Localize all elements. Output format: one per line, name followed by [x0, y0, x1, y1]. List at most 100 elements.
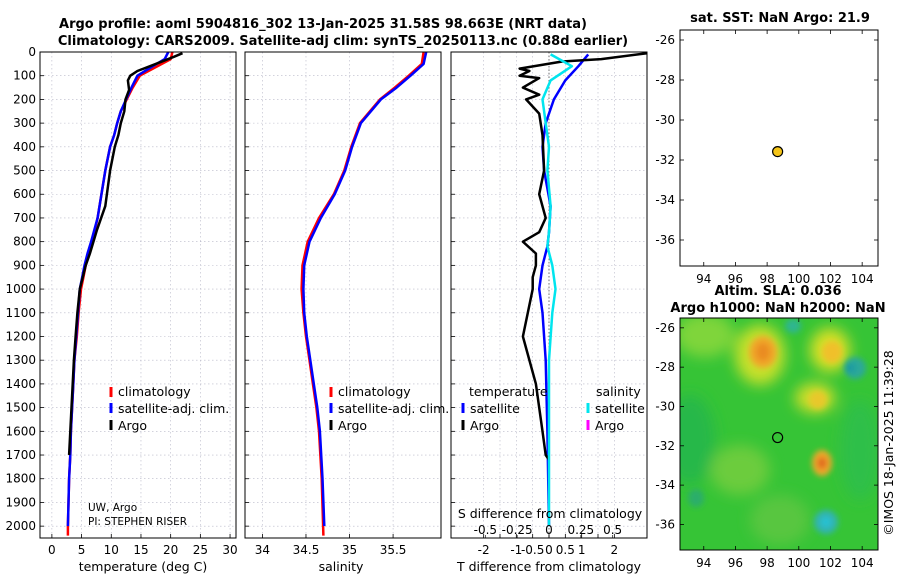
map-ytick-label: -28: [655, 360, 675, 374]
float-position-marker: [772, 146, 784, 158]
ytick-label: 600: [13, 187, 36, 201]
map-xtick-label: 102: [819, 556, 842, 570]
legend2-satellite: satellite-adj. clim.: [338, 401, 449, 416]
ytick-label: 0: [28, 45, 36, 59]
temperature-legend: climatology satellite-adj. clim. Argo: [109, 384, 229, 433]
temperature-xlabel: temperature (deg C): [79, 559, 208, 574]
xtick-label: -1: [510, 543, 522, 557]
legend-s-satellite: satellite: [595, 401, 645, 416]
legend-satellite: satellite-adj. clim.: [118, 401, 229, 416]
map-xtick-label: 96: [728, 556, 743, 570]
ytick-label: 1500: [5, 401, 36, 415]
title-line2: Climatology: CARS2009. Satellite-adj cli…: [58, 34, 628, 49]
series-climatology: [300, 51, 425, 536]
salinity-xlabel: salinity: [319, 559, 364, 574]
map-xtick-label: 100: [787, 556, 810, 570]
sst-map: sat. SST: NaN Argo: 21.9 94 96 98 100 102 104…: [655, 11, 879, 286]
xtick-label: 0: [48, 543, 56, 557]
xtick-label: 34: [255, 543, 270, 557]
xtick-label: 10: [104, 543, 119, 557]
xtick-label: 35: [342, 543, 357, 557]
legend-argo: Argo: [118, 418, 147, 433]
series-satellite-adj-clim-: [302, 51, 428, 527]
map-xtick-label: 96: [728, 272, 743, 286]
temperature-frame: [39, 51, 237, 539]
map-xtick-label: 104: [851, 272, 874, 286]
ytick-label: 1700: [5, 448, 36, 462]
map-ytick-label: -32: [655, 153, 675, 167]
ytick-label: 900: [13, 258, 36, 272]
xtick-label: 25: [193, 543, 208, 557]
ytick-label: 100: [13, 69, 36, 83]
ytick-label: 500: [13, 164, 36, 178]
difference-legend: temperature salinity satellite Argo sate…: [461, 384, 645, 433]
ytick-label: 1800: [5, 472, 36, 486]
map-xtick-label: 100: [787, 272, 810, 286]
map-xtick-label: 94: [696, 556, 711, 570]
s-xtick-label: 0.5: [603, 523, 622, 537]
imos-stamp: ©IMOS 18-Jan-2025 11:39:28: [881, 350, 896, 536]
ytick-label: 1900: [5, 495, 36, 509]
xtick-label: 2: [611, 543, 619, 557]
xtick-label: 35.5: [380, 543, 407, 557]
map-xtick-label: 104: [851, 556, 874, 570]
map-xtick-label: 94: [696, 272, 711, 286]
xtick-label: 15: [133, 543, 148, 557]
salinity-legend: climatology satellite-adj. clim. Argo: [329, 384, 449, 433]
xtick-label: 30: [222, 543, 237, 557]
float-position-marker: [772, 431, 784, 444]
credit-pi: PI: STEPHEN RISER: [88, 516, 187, 528]
legend-temperature-header: temperature: [469, 384, 548, 399]
map-ytick-label: -36: [655, 517, 675, 531]
s-xtick-label: 0: [545, 523, 553, 537]
credit-institution: UW, Argo: [88, 502, 137, 514]
s-difference-label: S difference from climatology: [458, 506, 643, 521]
ytick-label: 300: [13, 116, 36, 130]
sla-heatmap: [680, 318, 878, 550]
ytick-label: 1600: [5, 424, 36, 438]
legend2-climatology: climatology: [338, 384, 411, 399]
ytick-label: 1400: [5, 377, 36, 391]
map-ytick-label: -28: [655, 73, 675, 87]
title-line1: Argo profile: aoml 5904816_302 13-Jan-20…: [59, 17, 587, 32]
sla-map: Altim. SLA: 0.036 Argo h1000: NaN h2000:…: [655, 284, 885, 570]
sla-map-title: Altim. SLA: 0.036: [715, 284, 842, 299]
difference-panel: -2 -1-0.5 0 0.5 1 2 -0.5 -0.25 0 0.25 0.5 S diffe…: [450, 51, 648, 574]
s-xtick-label: -0.5: [474, 523, 497, 537]
xtick-label: 34.5: [293, 543, 320, 557]
salinity-panel: 34 34.5 35 35.5 salinity climatology satell…: [244, 51, 449, 574]
ytick-label: 200: [13, 92, 36, 106]
legend-t-satellite: satellite: [470, 401, 520, 416]
ytick-label: 1300: [5, 353, 36, 367]
ytick-label: 1200: [5, 329, 36, 343]
xtick-label: 0: [545, 543, 553, 557]
series-argo: [67, 52, 183, 456]
map-ytick-label: -30: [655, 399, 675, 413]
xtick-label: 5: [78, 543, 86, 557]
map-ytick-label: -32: [655, 439, 675, 453]
map-ytick-label: -30: [655, 113, 675, 127]
xtick-label: -0.5: [521, 543, 544, 557]
temperature-panel: 0100200300400500600700800900100011001200…: [5, 45, 237, 574]
map-ytick-label: -34: [655, 478, 675, 492]
legend-s-argo: Argo: [595, 418, 624, 433]
t-difference-xlabel: T difference from climatology: [456, 559, 642, 574]
s-xtick-label: -0.25: [502, 523, 533, 537]
ytick-label: 800: [13, 235, 36, 249]
legend-climatology: climatology: [118, 384, 191, 399]
map-ytick-label: -34: [655, 193, 675, 207]
ytick-label: 700: [13, 211, 36, 225]
ytick-label: 1100: [5, 306, 36, 320]
series-temperature-argo: [518, 51, 648, 461]
legend-t-argo: Argo: [470, 418, 499, 433]
map-ytick-label: -36: [655, 233, 675, 247]
map-xtick-label: 98: [759, 556, 774, 570]
ytick-label: 1000: [5, 282, 36, 296]
s-xtick-label: 0.25: [567, 523, 594, 537]
xtick-label: 1: [578, 543, 586, 557]
sst-map-title: sat. SST: NaN Argo: 21.9: [690, 11, 870, 26]
ytick-label: 2000: [5, 519, 36, 533]
xtick-label: -2: [478, 543, 490, 557]
map-ytick-label: -26: [655, 33, 675, 47]
